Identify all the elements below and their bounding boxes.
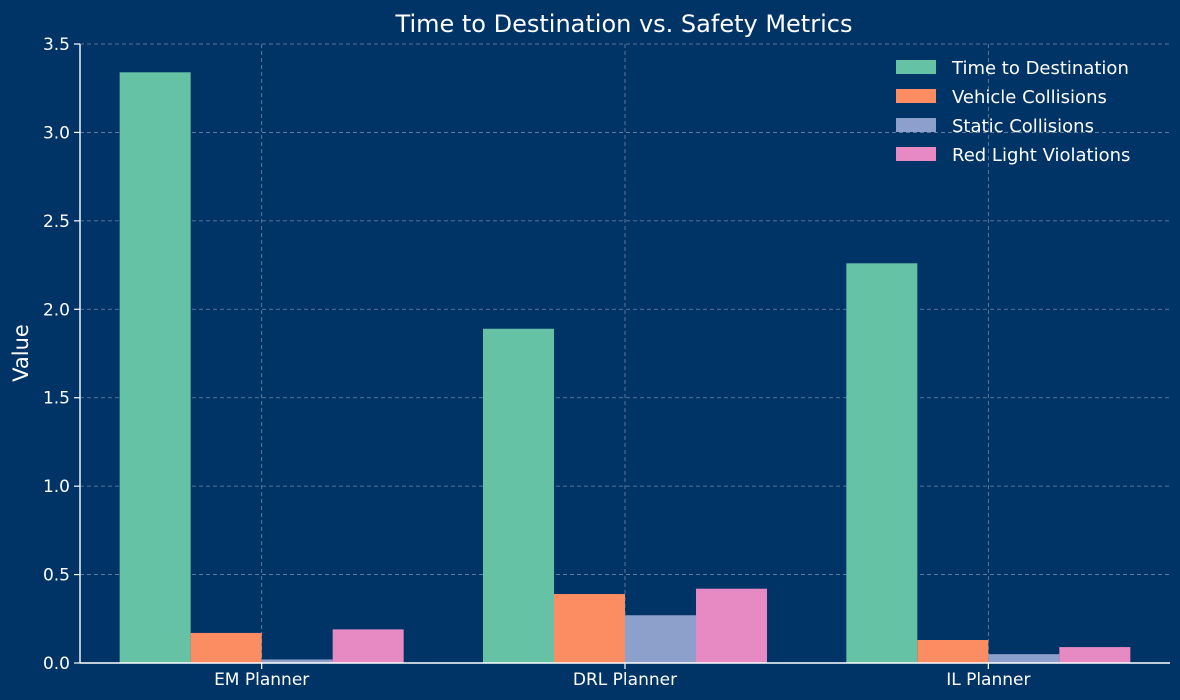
bar-red-light-violations-1 [696,588,767,663]
x-tick-label: EM Planner [214,670,309,690]
bar-vehicle-collisions-1 [554,594,625,663]
bar-time-to-destination-1 [483,328,554,663]
legend-label: Red Light Violations [952,145,1130,166]
bar-static-collisions-1 [625,615,696,663]
x-tick-label: IL Planner [946,670,1030,690]
bar-static-collisions-2 [988,654,1060,663]
bar-time-to-destination-0 [119,72,191,664]
bar-red-light-violations-2 [1059,647,1131,663]
legend-swatch [896,60,936,74]
tick-labels: 0.0 0.5 1.0 1.5 2.0 2.5 3.0 3.5 EM Planner DRL Pl… [43,35,1031,690]
bar-time-to-destination-2 [846,263,918,663]
legend-swatch [896,89,936,103]
y-axis-title: Value [9,324,33,382]
x-tick-label: DRL Planner [573,670,677,690]
y-tick-label: 3.5 [43,35,70,55]
y-tick-label: 0.5 [43,566,70,586]
y-tick-label: 1.5 [43,389,70,409]
legend-swatch [896,147,936,161]
axes [74,43,1170,669]
grid-lines [80,43,1170,663]
legend-label: Vehicle Collisions [952,87,1107,108]
legend-label: Static Collisions [952,116,1094,137]
y-tick-label: 0.0 [43,654,70,674]
y-tick-label: 2.5 [43,212,70,232]
y-tick-label: 1.0 [43,477,70,497]
legend-swatch [896,118,936,132]
y-tick-label: 2.0 [43,300,70,320]
y-tick-label: 3.0 [43,123,70,143]
chart-title: Time to Destination vs. Safety Metrics [395,10,853,38]
legend-label: Time to Destination [951,58,1129,79]
legend: Time to Destination Vehicle Collisions Sta… [896,58,1130,166]
bar-red-light-violations-0 [332,629,404,663]
bars [119,72,1131,664]
bar-vehicle-collisions-0 [190,632,262,663]
bar-static-collisions-0 [261,659,333,663]
bar-vehicle-collisions-2 [917,640,989,663]
